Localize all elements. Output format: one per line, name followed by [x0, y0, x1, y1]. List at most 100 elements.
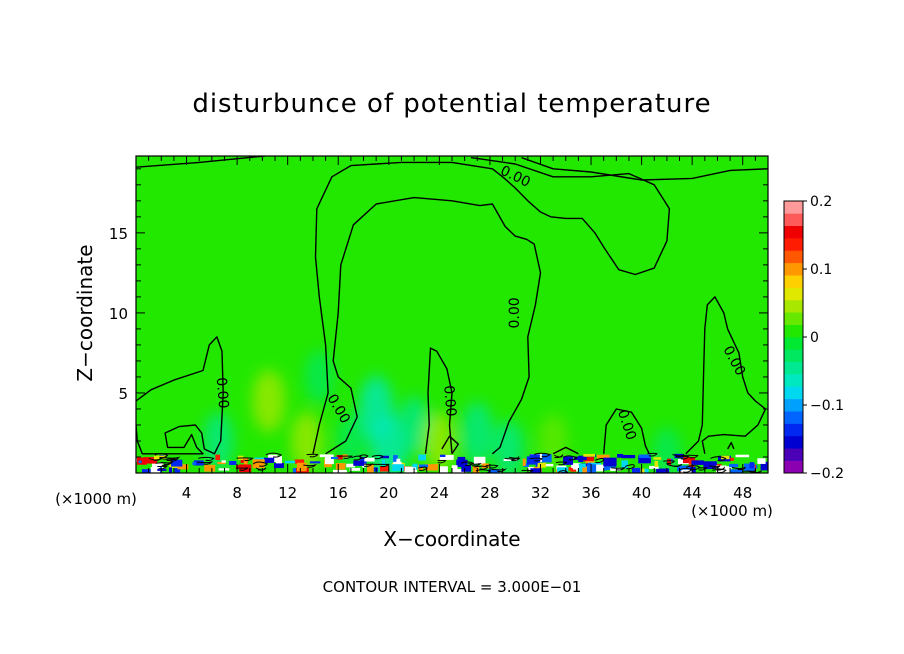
surface-cell-83 [380, 455, 389, 459]
surface-contour-32 [686, 465, 701, 471]
contour-line-2 [312, 156, 671, 454]
surface-contour-2 [252, 461, 269, 467]
surface-contour-35 [533, 452, 551, 458]
surface-cell-148 [440, 466, 448, 473]
x-tick-label-12: 12 [278, 484, 297, 502]
colorbar-swatch-2 [784, 435, 803, 449]
contour-interval-note: CONTOUR INTERVAL = 3.000E−01 [323, 578, 582, 596]
x-tick-label-4: 4 [182, 484, 192, 502]
anomaly-blob-6 [336, 414, 366, 468]
x-axis: 4 8 12 16 20 24 28 32 36 40 44 48 [148, 156, 756, 502]
colorbar-swatch-14 [784, 287, 803, 301]
surface-cell-133 [353, 460, 365, 466]
colorbar-swatch-15 [784, 275, 803, 288]
anomaly-blob-7 [398, 396, 430, 454]
surface-cell-69 [523, 463, 530, 467]
colorbar-swatch-18 [784, 238, 803, 251]
surface-cell-12 [346, 463, 356, 468]
contour-label-2: 0.00 [213, 377, 232, 409]
surface-cell-122 [703, 461, 717, 470]
surface-cell-78 [439, 454, 446, 457]
surface-contour-45 [682, 454, 699, 459]
y-axis-label: Z−coordinate [73, 244, 97, 381]
surface-contour-40 [698, 467, 708, 471]
colorbar-swatch-7 [784, 374, 803, 387]
surface-cell-10 [366, 464, 374, 473]
x-tick-label-36: 36 [581, 484, 600, 502]
surface-contour-22 [715, 466, 726, 471]
surface-contour-25 [679, 467, 693, 473]
surface-contour-30 [508, 455, 520, 460]
surface-cell-135 [252, 459, 265, 469]
surface-cell-150 [157, 468, 167, 471]
surface-cell-13 [425, 464, 438, 471]
surface-cell-140 [309, 461, 321, 464]
colorbar-swatch-12 [784, 312, 803, 325]
surface-contour-17 [529, 457, 544, 462]
anomaly-blob-9 [460, 401, 494, 464]
surface-cell-50 [138, 460, 142, 464]
surface-cell-40 [656, 468, 670, 473]
surface-contour-41 [437, 460, 447, 464]
contour-line-7 [603, 408, 650, 455]
contour-line-8 [685, 296, 767, 455]
x-tick-label-16: 16 [329, 484, 348, 502]
surface-cell-118 [418, 454, 427, 461]
surface-cell-145 [691, 460, 704, 465]
surface-contour-38 [306, 453, 319, 458]
surface-cell-15 [294, 459, 305, 464]
surface-cell-169 [556, 467, 569, 473]
surface-cell-141 [192, 462, 197, 465]
surface-contour-55 [555, 461, 568, 466]
surface-cell-75 [735, 454, 750, 458]
surface-cell-125 [275, 456, 282, 464]
surface-cell-94 [638, 454, 652, 459]
surface-contour-37 [236, 457, 254, 461]
x-tick-label-48: 48 [733, 484, 752, 502]
surface-cell-162 [730, 457, 734, 461]
colorbar-swatch-13 [784, 299, 803, 313]
surface-cell-108 [530, 468, 542, 473]
surface-cell-112 [503, 458, 518, 461]
surface-cell-28 [218, 468, 230, 471]
surface-cell-35 [488, 469, 500, 473]
plot-background [136, 156, 768, 473]
surface-cell-20 [617, 453, 624, 458]
surface-cell-47 [720, 455, 730, 460]
surface-cell-86 [621, 460, 628, 469]
surface-contour-7 [747, 470, 762, 473]
surface-cell-149 [522, 458, 526, 466]
surface-cell-44 [263, 457, 275, 463]
contour-layer [136, 156, 768, 455]
surface-contour-46 [235, 467, 249, 471]
surface-contour-49 [265, 452, 282, 458]
surface-contour-59 [337, 455, 353, 459]
surface-cell-153 [396, 458, 401, 464]
surface-cell-119 [667, 458, 672, 466]
surface-cell-97 [379, 465, 389, 472]
y-tick-label-10: 10 [109, 305, 128, 323]
surface-cell-65 [578, 455, 584, 463]
surface-contour-51 [255, 467, 267, 471]
surface-cell-6 [371, 467, 378, 472]
contour-line-6 [441, 435, 459, 455]
surface-cell-84 [359, 457, 367, 464]
surface-cell-98 [451, 465, 458, 473]
x-tick-label-8: 8 [232, 484, 242, 502]
surface-cell-116 [681, 469, 692, 473]
x-tick-label-32: 32 [531, 484, 550, 502]
surface-cell-146 [603, 457, 617, 467]
colorbar-swatch-19 [784, 225, 803, 239]
colorbar-swatch-3 [784, 423, 803, 437]
surface-cell-99 [296, 462, 307, 472]
colorbar-swatch-20 [784, 213, 803, 227]
surface-cell-92 [572, 465, 580, 470]
surface-cell-144 [481, 463, 489, 469]
surface-contour-4 [663, 460, 676, 464]
colorbar-swatch-4 [784, 411, 803, 424]
surface-cell-103 [215, 454, 221, 460]
surface-contour-29 [610, 466, 627, 471]
surface-cell-80 [578, 463, 586, 473]
surface-cell-77 [154, 462, 163, 466]
colorbar-label-3: −0.1 [810, 398, 844, 414]
